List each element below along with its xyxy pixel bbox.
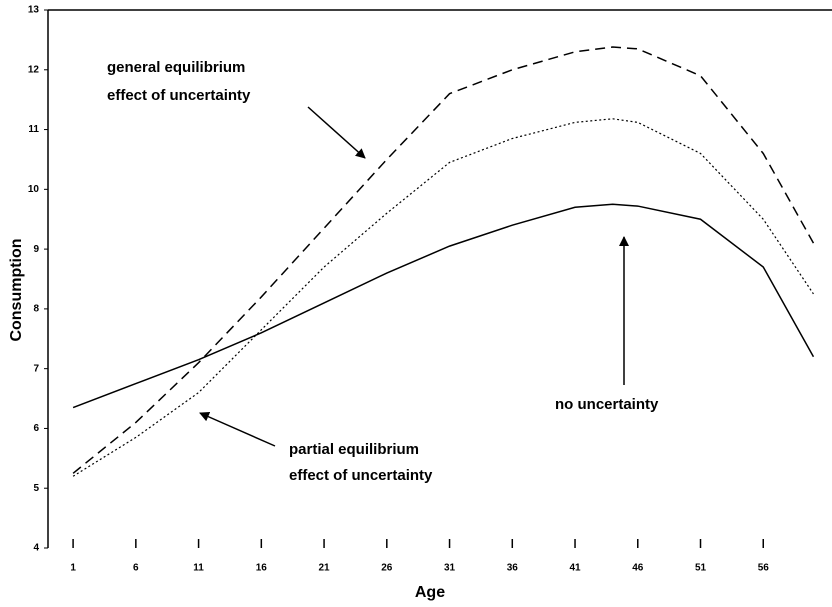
y-tick-label: 8 [33,304,39,315]
y-tick-label: 7 [33,363,39,374]
series-line [72,203,815,409]
x-tick-label: 11 [193,563,204,574]
x-tick-label: 51 [695,563,707,574]
y-tick-label: 5 [33,483,39,494]
annotation: partial equilibrium [289,441,419,458]
x-tick-label: 56 [758,563,770,574]
y-tick-label: 13 [28,5,40,16]
series-line [72,46,815,474]
annotation: general equilibrium [107,59,245,76]
x-tick-label: 36 [507,563,519,574]
annotation: effect of uncertainty [107,87,251,104]
annotation: effect of uncertainty [289,467,433,484]
x-tick-label: 26 [381,563,393,574]
y-tick-label: 9 [33,244,39,255]
y-tick-label: 12 [28,64,40,75]
x-tick-label: 16 [256,563,268,574]
x-tick-label: 6 [133,563,139,574]
series-line [72,118,814,477]
y-tick-label: 11 [28,124,39,135]
x-tick-label: 46 [632,563,644,574]
x-axis-label: Age [415,584,445,601]
y-tick-label: 10 [28,184,40,195]
y-axis-label: Consumption [8,238,25,341]
x-tick-label: 31 [444,563,456,574]
x-tick-label: 41 [569,563,581,574]
x-tick-label: 21 [319,563,331,574]
annotation: no uncertainty [555,396,659,413]
y-tick-label: 4 [33,543,39,554]
arrow [199,412,276,447]
y-tick-label: 6 [33,423,39,434]
x-tick-label: 1 [70,563,76,574]
arrow [307,106,366,159]
